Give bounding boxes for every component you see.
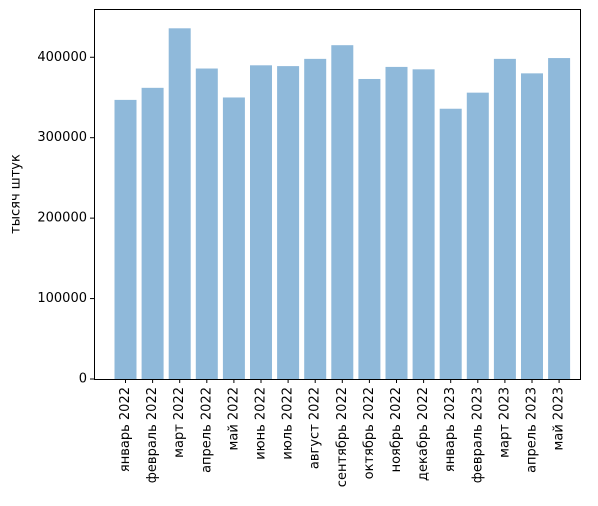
x-tick-label-10: октябрь 2022 (362, 387, 377, 479)
bar-2 (141, 87, 164, 380)
x-tick-label-7: июль 2022 (281, 387, 296, 460)
bar-12 (412, 69, 435, 380)
bar-6 (250, 65, 272, 379)
x-tick-label-16: апрель 2023 (525, 387, 540, 473)
x-tick-label-1: январь 2022 (118, 387, 133, 472)
y-axis-label: тысяч штук (9, 154, 24, 234)
bar-3 (168, 28, 191, 379)
x-axis: январь 2022 февраль 2022 март 2022 апрель 2… (118, 379, 567, 487)
bars-group (114, 28, 571, 380)
x-tick-label-13: январь 2023 (443, 387, 458, 472)
x-tick-label-5: май 2022 (226, 387, 241, 450)
bar-16 (521, 73, 543, 379)
y-tick-label-1: 0 (79, 372, 87, 387)
y-tick-label-3: 200000 (37, 211, 87, 226)
y-tick-label-4: 300000 (37, 130, 87, 145)
bar-14 (466, 92, 489, 380)
y-axis: 0 100000 200000 300000 400000 (37, 50, 94, 387)
bar-10 (358, 78, 381, 379)
x-tick-label-6: июнь 2022 (254, 387, 269, 460)
bar-4 (195, 68, 218, 380)
y-tick-label-5: 400000 (37, 50, 87, 65)
x-tick-label-3: март 2022 (172, 387, 187, 458)
x-tick-label-11: ноябрь 2022 (389, 387, 404, 472)
x-tick-label-9: сентябрь 2022 (335, 387, 350, 487)
x-tick-label-15: март 2023 (497, 387, 512, 458)
bar-5 (222, 97, 245, 379)
x-tick-label-8: август 2022 (308, 387, 323, 469)
bar-1 (114, 99, 137, 380)
bar-17 (548, 58, 571, 379)
x-tick-label-14: февраль 2023 (470, 387, 485, 483)
bar-11 (385, 66, 408, 380)
bar-7 (277, 66, 300, 379)
bar-8 (304, 58, 327, 379)
x-tick-label-2: февраль 2022 (145, 387, 160, 483)
bar-13 (439, 108, 462, 379)
y-tick-label-2: 100000 (37, 291, 87, 306)
x-tick-label-4: апрель 2022 (199, 387, 214, 473)
bar-9 (331, 45, 354, 380)
x-tick-label-17: май 2023 (552, 387, 567, 450)
x-tick-label-12: декабрь 2022 (416, 387, 431, 481)
plot-frame (94, 9, 581, 380)
bar-15 (493, 58, 516, 379)
